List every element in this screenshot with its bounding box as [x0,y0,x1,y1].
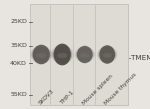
Ellipse shape [75,47,95,62]
Text: Mouse spleen: Mouse spleen [81,73,114,106]
Text: THP-1: THP-1 [59,90,74,106]
Ellipse shape [36,53,46,58]
Ellipse shape [77,46,93,63]
Ellipse shape [30,46,52,63]
Ellipse shape [31,47,51,62]
Text: Mouse thymus: Mouse thymus [104,72,138,106]
Text: 35KD: 35KD [10,43,27,48]
Text: 55KD: 55KD [10,92,27,97]
Ellipse shape [76,48,94,61]
Bar [30,4,128,105]
Ellipse shape [97,46,117,63]
Text: 25KD: 25KD [10,19,27,24]
Ellipse shape [51,45,74,64]
Ellipse shape [98,47,116,62]
Text: 40KD: 40KD [10,61,27,66]
Ellipse shape [80,53,89,58]
Ellipse shape [103,53,112,58]
Text: TMEM173: TMEM173 [131,55,150,61]
Ellipse shape [99,45,115,64]
Ellipse shape [33,45,50,64]
Ellipse shape [52,46,72,63]
Text: SKOV3: SKOV3 [38,88,55,106]
Ellipse shape [57,53,68,58]
Ellipse shape [54,44,71,65]
